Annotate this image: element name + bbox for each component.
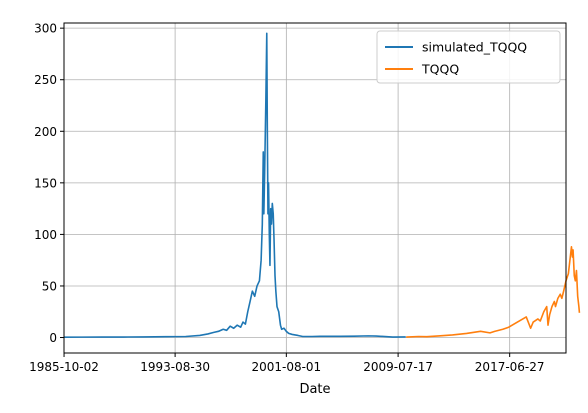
legend-label: TQQQ bbox=[421, 62, 459, 77]
series-line-simulated-tqqq bbox=[64, 32, 406, 339]
series-lines bbox=[64, 32, 581, 339]
series-line-tqqq bbox=[406, 245, 581, 338]
x-tick-label: 2017-06-27 bbox=[475, 360, 545, 374]
plot-frame bbox=[63, 22, 567, 354]
x-tick-label: 1993-08-30 bbox=[140, 360, 210, 374]
x-tick-label: 2001-08-01 bbox=[251, 360, 321, 374]
x-axis-title: Date bbox=[299, 382, 330, 397]
y-tick-label: 200 bbox=[34, 125, 57, 139]
legend: simulated_TQQQ TQQQ bbox=[376, 30, 561, 84]
y-tick-label: 150 bbox=[34, 176, 57, 190]
x-tick-label: 2009-07-17 bbox=[363, 360, 433, 374]
y-tick-label: 100 bbox=[34, 228, 57, 242]
x-axis-ticks: 1985-10-02 1993-08-30 2001-08-01 2009-07-17… bbox=[29, 353, 545, 374]
y-tick-label: 250 bbox=[34, 73, 57, 87]
y-tick-label: 300 bbox=[34, 22, 57, 36]
y-tick-label: 50 bbox=[42, 279, 57, 293]
x-tick-label: 1985-10-02 bbox=[29, 360, 99, 374]
y-axis-ticks: 0 50 100 150 200 250 300 bbox=[34, 22, 64, 345]
legend-label: simulated_TQQQ bbox=[422, 40, 527, 55]
y-tick-label: 0 bbox=[49, 331, 57, 345]
legend-box bbox=[376, 30, 561, 84]
